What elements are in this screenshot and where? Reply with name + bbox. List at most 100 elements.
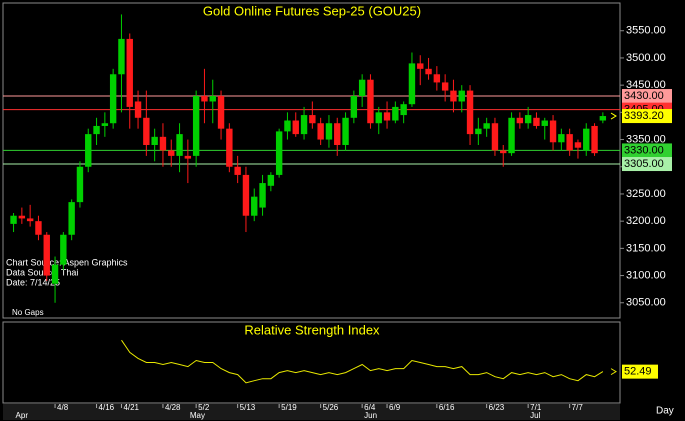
y-tick-label: 3350.00 xyxy=(626,133,666,145)
candle-body xyxy=(292,120,299,135)
x-tick-label: 5/2 xyxy=(198,403,210,412)
level-label-box xyxy=(622,89,672,104)
note: Date: 7/14/25 xyxy=(6,277,60,287)
candle-body xyxy=(383,112,391,121)
candle-body xyxy=(483,123,490,129)
candle-body xyxy=(350,96,358,118)
x-unit-label: Day xyxy=(656,406,674,417)
last-price-arrow xyxy=(610,112,617,120)
rsi-label: 52.49 xyxy=(624,366,652,378)
candle-body xyxy=(583,128,590,151)
level-label: 3305.00 xyxy=(624,158,664,170)
candle-body xyxy=(134,101,142,118)
candle-body xyxy=(458,90,465,102)
x-tick-label: 6/16 xyxy=(439,403,455,412)
gaps-label: No Gaps xyxy=(12,308,44,317)
y-tick-label: 3250.00 xyxy=(626,188,666,200)
candle-body xyxy=(93,125,100,135)
candle-body xyxy=(284,120,291,132)
candle-body xyxy=(549,120,557,143)
level-label-box xyxy=(622,143,672,158)
candle-body xyxy=(599,116,607,121)
candle-body xyxy=(10,215,17,224)
candle-body xyxy=(101,123,109,126)
price-panel xyxy=(2,2,621,319)
candle-body xyxy=(267,174,275,186)
candle-body xyxy=(558,134,565,143)
candle-body xyxy=(417,63,424,69)
candle-body xyxy=(317,123,324,140)
x-tick-label: 7/7 xyxy=(572,403,584,412)
candle-body xyxy=(441,82,449,91)
candle-body xyxy=(85,134,92,167)
candle-body xyxy=(192,96,200,156)
candle-body xyxy=(26,218,34,222)
rsi-arrow xyxy=(610,368,617,376)
candle-body xyxy=(541,120,548,126)
rsi-title: Relative Strength Index xyxy=(244,322,380,337)
candle-body xyxy=(242,174,250,216)
level-label: 3330.00 xyxy=(624,144,664,156)
candle-body xyxy=(334,123,341,145)
level-label: 3430.00 xyxy=(624,90,664,102)
candle-body xyxy=(358,79,366,97)
x-tick-label: 7/1 xyxy=(530,403,542,412)
note: Data Source: Thai xyxy=(6,267,78,277)
candle-body xyxy=(118,38,125,75)
level-label-box xyxy=(622,157,672,172)
month-label: Jul xyxy=(530,411,540,420)
candle-body xyxy=(143,117,150,145)
rsi-panel xyxy=(2,321,621,404)
candle-body xyxy=(234,166,241,175)
candle-body xyxy=(43,234,50,276)
candle-body xyxy=(392,106,399,121)
candle-body xyxy=(176,134,183,156)
candle-body xyxy=(68,202,75,235)
x-tick-label: 6/9 xyxy=(389,403,401,412)
y-tick-label: 3200.00 xyxy=(626,215,666,227)
candle-body xyxy=(500,150,507,154)
x-tick-label: 5/19 xyxy=(281,403,297,412)
candle-body xyxy=(60,234,67,265)
y-tick-label: 3100.00 xyxy=(626,269,666,281)
x-tick-label: 4/21 xyxy=(123,403,139,412)
y-tick-label: 3550.00 xyxy=(626,25,666,37)
y-tick-label: 3450.00 xyxy=(626,79,666,91)
candle-body xyxy=(591,125,598,154)
candle-body xyxy=(209,96,216,102)
candle-body xyxy=(375,112,382,124)
candle-body xyxy=(325,123,333,140)
candle-body xyxy=(251,196,258,216)
rsi-line xyxy=(121,339,604,384)
candle-body xyxy=(18,215,26,219)
last-price-box xyxy=(622,109,672,124)
candle-body xyxy=(342,117,349,145)
candle-body xyxy=(151,136,158,145)
candle-body xyxy=(184,155,192,159)
last-price-label: 3393.20 xyxy=(624,110,664,122)
date-axis xyxy=(3,404,620,420)
candle-body xyxy=(508,117,515,154)
x-tick-label: 6/23 xyxy=(489,403,505,412)
x-tick-label: 6/4 xyxy=(364,403,376,412)
candle-body xyxy=(433,74,441,83)
candle-body xyxy=(35,221,42,235)
candle-body xyxy=(126,38,133,107)
candle-body xyxy=(217,96,225,129)
x-tick-label: 5/26 xyxy=(323,403,339,412)
rsi-label-box xyxy=(622,364,658,379)
month-label: May xyxy=(190,411,205,420)
candle-body xyxy=(159,136,167,151)
y-tick-label: 3150.00 xyxy=(626,242,666,254)
candle-body xyxy=(466,90,474,135)
candle-body xyxy=(300,115,308,135)
chart-title: Gold Online Futures Sep-25 (GOU25) xyxy=(203,3,421,18)
y-tick-label: 3500.00 xyxy=(626,52,666,64)
candle-body xyxy=(566,134,573,151)
x-tick-label: 4/28 xyxy=(165,403,181,412)
note: Chart Source: Aspen Graphics xyxy=(6,257,128,267)
candle-body xyxy=(475,128,482,135)
candle-body xyxy=(533,117,540,126)
